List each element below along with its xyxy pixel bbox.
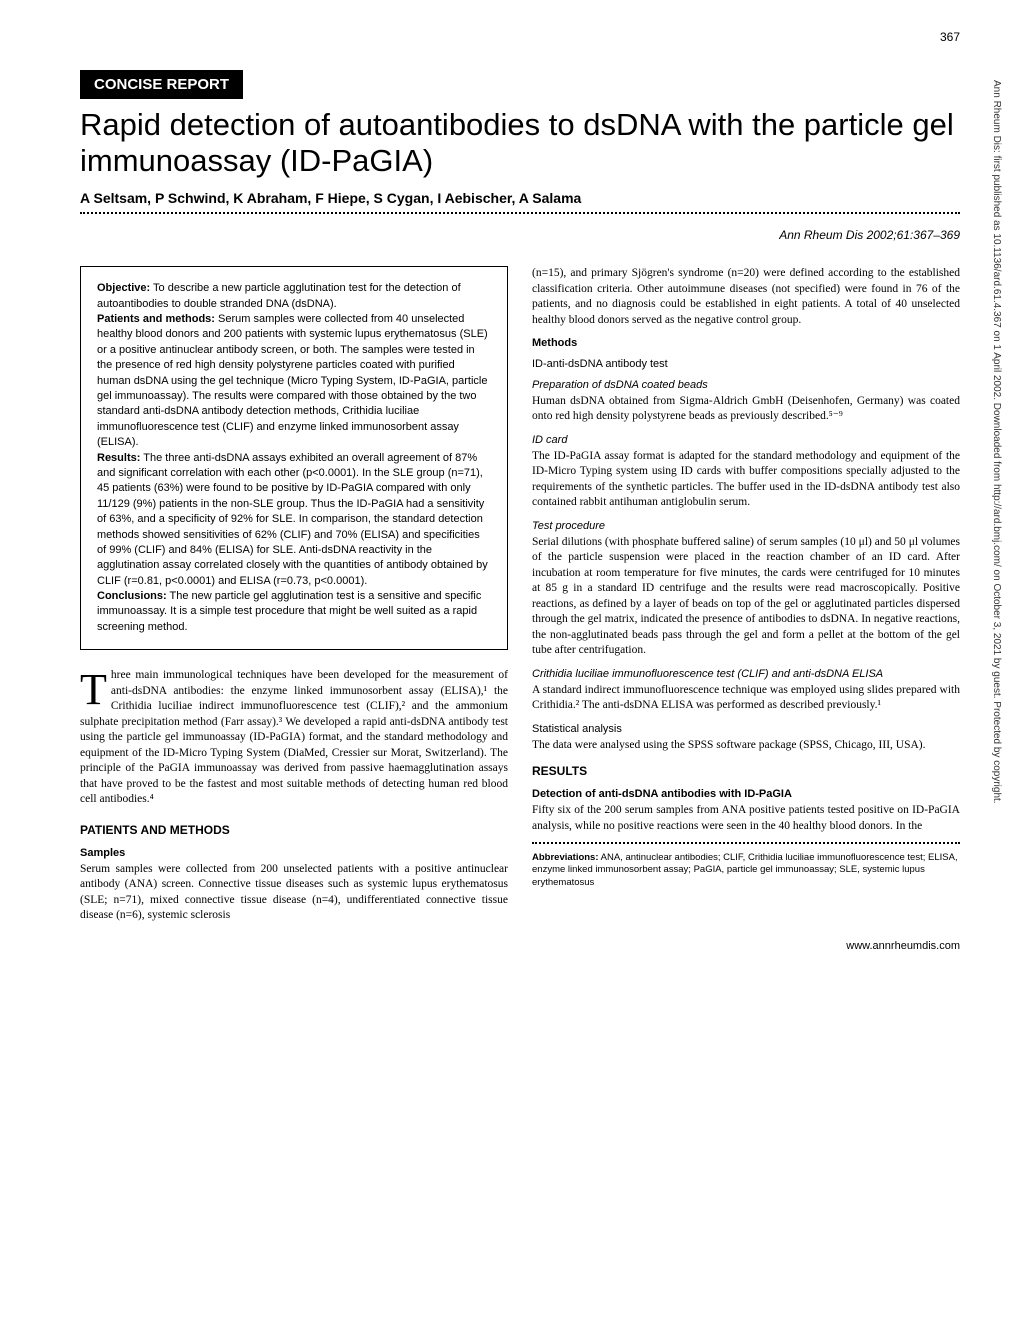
abstract-conclusions-label: Conclusions: <box>97 590 167 602</box>
stats-body: The data were analysed using the SPSS so… <box>532 738 960 754</box>
samples-body: Serum samples were collected from 200 un… <box>80 862 508 924</box>
abstract-patients-label: Patients and methods: <box>97 313 215 325</box>
page-number: 367 <box>940 30 960 44</box>
abstract-objective-label: Objective: <box>97 282 150 294</box>
detection-body: Fifty six of the 200 serum samples from … <box>532 803 960 834</box>
sidebar-citation: Ann Rheum Dis: first published as 10.113… <box>991 80 1002 804</box>
section-header: CONCISE REPORT <box>80 70 243 99</box>
abstract-results-label: Results: <box>97 452 140 464</box>
abbreviations-box: Abbreviations: ANA, antinuclear antibodi… <box>532 852 960 889</box>
left-column: Objective: To describe a new particle ag… <box>80 266 508 932</box>
idcard-body: The ID-PaGIA assay format is adapted for… <box>532 449 960 511</box>
prep-body: Human dsDNA obtained from Sigma-Aldrich … <box>532 394 960 425</box>
abstract-objective: To describe a new particle agglutination… <box>97 282 461 309</box>
abstract-patients: Serum samples were collected from 40 uns… <box>97 313 488 448</box>
divider-dotted-short <box>532 842 960 844</box>
dropcap: T <box>80 668 111 708</box>
authors-line: A Seltsam, P Schwind, K Abraham, F Hiepe… <box>80 190 960 206</box>
stats-header: Statistical analysis <box>532 722 960 737</box>
patients-methods-header: PATIENTS AND METHODS <box>80 822 508 838</box>
divider-dotted <box>80 212 960 214</box>
article-title: Rapid detection of autoantibodies to dsD… <box>80 107 960 178</box>
intro-text: hree main immunological techniques have … <box>80 669 508 805</box>
two-column-layout: Objective: To describe a new particle ag… <box>80 266 960 932</box>
clif-body: A standard indirect immunofluorescence t… <box>532 683 960 714</box>
samples-header: Samples <box>80 846 508 861</box>
testproc-body: Serial dilutions (with phosphate buffere… <box>532 535 960 659</box>
intro-paragraph: Three main immunological techniques have… <box>80 668 508 808</box>
idcard-header: ID card <box>532 433 960 448</box>
abbrev-label: Abbreviations: <box>532 852 599 863</box>
idtest-header: ID-anti-dsDNA antibody test <box>532 357 960 372</box>
prep-header: Preparation of dsDNA coated beads <box>532 378 960 393</box>
col2-top-continuation: (n=15), and primary Sjögren's syndrome (… <box>532 266 960 328</box>
abstract-results: The three anti-dsDNA assays exhibited an… <box>97 452 488 587</box>
abstract-box: Objective: To describe a new particle ag… <box>80 266 508 650</box>
testproc-header: Test procedure <box>532 519 960 534</box>
footer-url: www.annrheumdis.com <box>846 940 960 952</box>
methods-header: Methods <box>532 336 960 351</box>
journal-citation: Ann Rheum Dis 2002;61:367–369 <box>80 228 960 242</box>
clif-header: Crithidia luciliae immunofluorescence te… <box>532 667 960 682</box>
detection-header: Detection of anti-dsDNA antibodies with … <box>532 787 960 802</box>
results-header: RESULTS <box>532 763 960 779</box>
right-column: (n=15), and primary Sjögren's syndrome (… <box>532 266 960 932</box>
